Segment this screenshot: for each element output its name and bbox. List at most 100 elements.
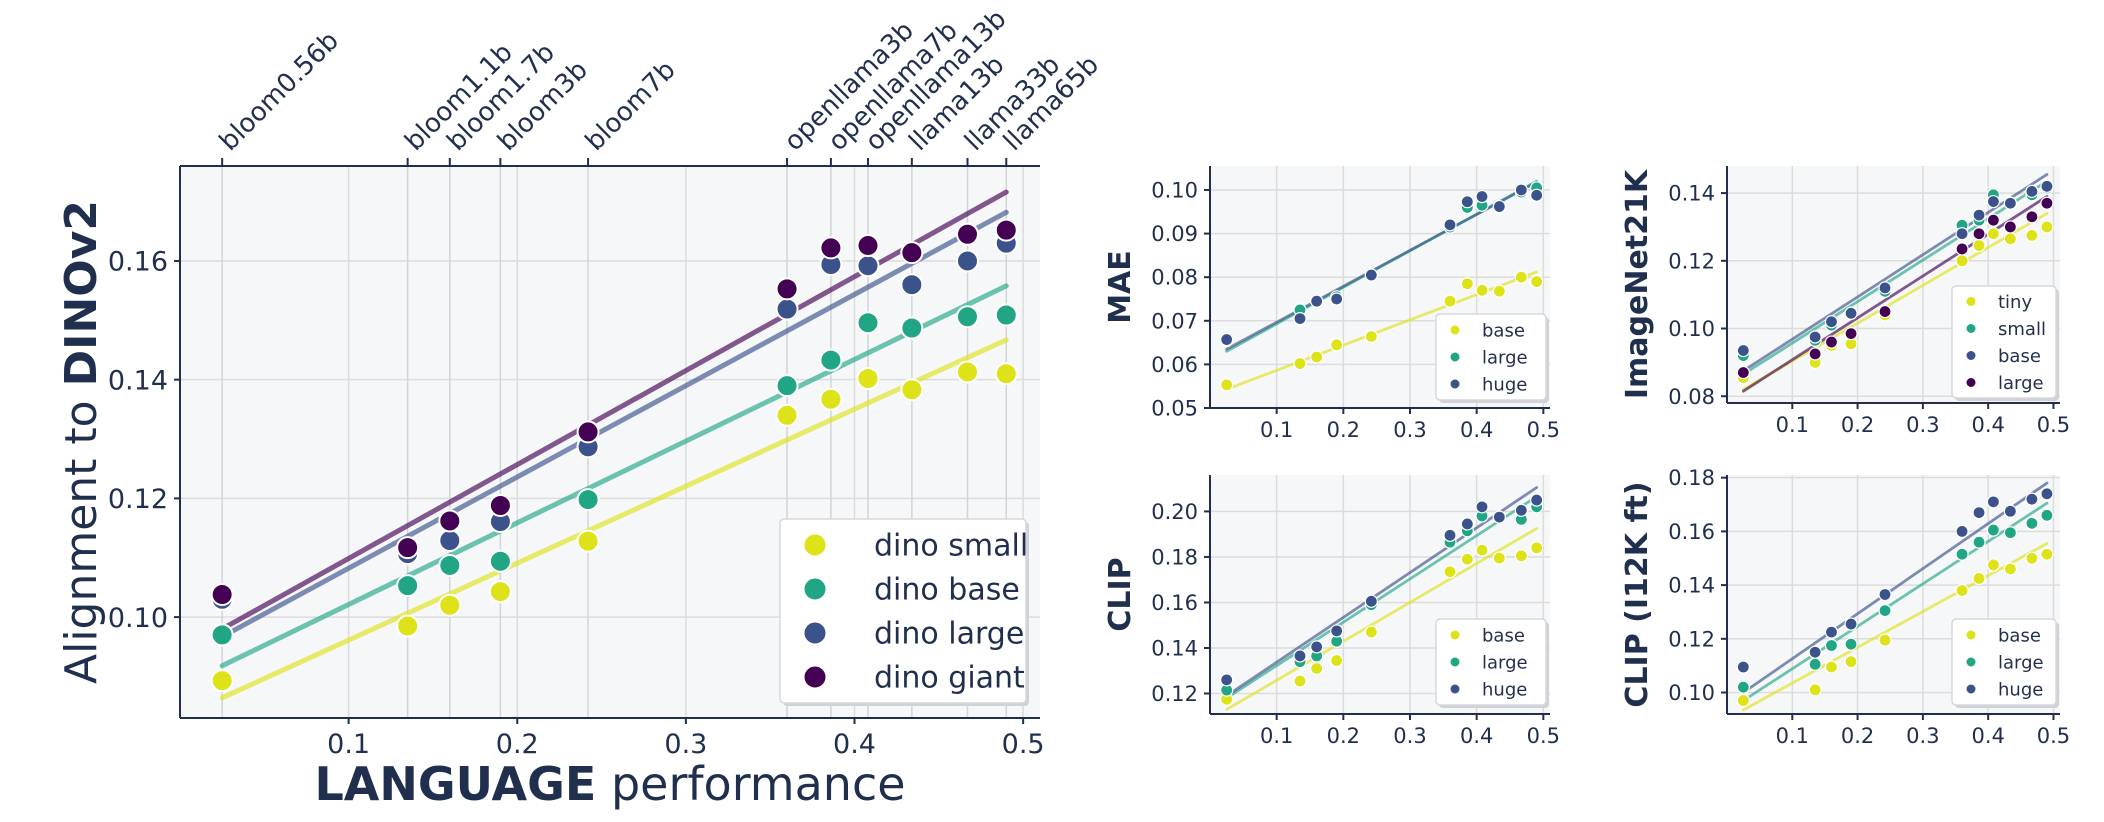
y-tick-label: 0.09 xyxy=(1151,222,1198,246)
legend-marker xyxy=(1449,656,1461,668)
fit-line xyxy=(219,337,1009,701)
y-axis-label-bold: DINOv2 xyxy=(56,200,107,386)
data-point xyxy=(1972,535,1986,549)
chart-in21k: 0.1 0.2 0.3 0.4 0.5 0.08 0.10 0.12 0.14 ImageNet2… xyxy=(1620,166,2070,437)
data-point xyxy=(438,593,462,617)
x-tick-label: 0.4 xyxy=(1971,413,2004,437)
y-tick-label: 0.07 xyxy=(1151,309,1198,333)
data-point xyxy=(396,536,420,560)
y-tick-label: 0.16 xyxy=(108,247,168,278)
fit-line xyxy=(1741,542,2049,712)
data-point xyxy=(488,580,512,604)
fit-line xyxy=(1741,481,2049,694)
data-point xyxy=(1972,227,1986,241)
y-tick-label: 0.20 xyxy=(1151,500,1198,524)
data-point xyxy=(994,303,1018,327)
data-point xyxy=(1844,655,1858,669)
data-point xyxy=(2025,210,2039,224)
fit-line xyxy=(1225,486,1539,698)
data-point xyxy=(1824,315,1839,329)
data-point xyxy=(1330,292,1344,306)
data-point xyxy=(819,387,843,411)
y-axis-label: CLIP xyxy=(1103,557,1138,631)
x-tick-label: 0.3 xyxy=(1393,724,1426,748)
fit-line xyxy=(1741,179,2049,376)
data-point xyxy=(775,297,799,321)
data-point xyxy=(1443,565,1457,579)
data-point xyxy=(1808,683,1822,697)
data-point xyxy=(1460,552,1474,566)
y-axis-label: MAE xyxy=(1103,250,1138,324)
legend-marker xyxy=(1965,377,1977,388)
x-tick-label: 0.2 xyxy=(1327,418,1360,442)
data-point xyxy=(900,273,924,297)
data-point xyxy=(1530,541,1544,555)
legend-box xyxy=(1951,285,2057,399)
data-point xyxy=(900,316,924,340)
data-point xyxy=(1514,503,1528,517)
legend: base large huge xyxy=(1951,618,2059,708)
data-point xyxy=(1986,227,2001,241)
data-point xyxy=(1808,330,1822,344)
data-point xyxy=(2003,196,2017,210)
data-point xyxy=(1364,625,1378,639)
legend-label: base xyxy=(1998,625,2041,646)
data-point xyxy=(1955,227,1969,241)
x-tick-label: 0.5 xyxy=(2037,413,2070,437)
y-tick-label: 0.12 xyxy=(1151,682,1198,706)
legend-label: large xyxy=(1998,373,2044,394)
data-point xyxy=(2040,196,2054,210)
data-point xyxy=(1955,547,1969,561)
data-point xyxy=(1443,218,1457,232)
legend-marker xyxy=(1965,350,1977,361)
y-tick-label: 0.08 xyxy=(1151,266,1198,290)
data-point xyxy=(1824,625,1839,639)
legend-label: large xyxy=(1998,652,2044,673)
legend-box xyxy=(1951,618,2057,706)
data-point xyxy=(2003,220,2017,234)
y-tick-label: 0.08 xyxy=(1668,385,1715,409)
x-tick-label: 0.4 xyxy=(833,729,876,760)
x-tick-label: 0.3 xyxy=(1393,418,1426,442)
legend-marker xyxy=(1965,629,1977,641)
x-axis-label: LANGUAGE performance xyxy=(314,757,905,811)
legend: base large huge xyxy=(1435,618,1549,708)
x-tick-label: 0.1 xyxy=(1776,724,1809,748)
x-tick-label: 0.3 xyxy=(1906,413,1939,437)
x-tick-label: 0.4 xyxy=(1460,418,1493,442)
data-point xyxy=(438,509,462,533)
legend-marker xyxy=(1449,351,1461,363)
top-tick-label: bloom0.56b xyxy=(214,26,345,157)
data-point xyxy=(1330,653,1344,668)
data-point xyxy=(1986,194,2001,209)
data-point xyxy=(2025,228,2039,243)
data-point xyxy=(1492,199,1506,214)
legend-label: large xyxy=(1482,347,1528,368)
y-tick-label: 0.12 xyxy=(108,484,168,515)
y-tick-label: 0.12 xyxy=(1668,627,1715,651)
x-tick-label: 0.4 xyxy=(1971,724,2004,748)
data-point xyxy=(1530,274,1544,289)
data-point xyxy=(1844,617,1858,631)
data-point xyxy=(2003,232,2017,246)
data-point xyxy=(1514,270,1528,284)
x-tick-label: 0.4 xyxy=(1460,724,1493,748)
data-point xyxy=(488,494,512,518)
data-point xyxy=(2040,220,2054,234)
data-point xyxy=(819,236,843,260)
data-point xyxy=(1460,277,1474,291)
data-point xyxy=(1824,638,1839,653)
data-point xyxy=(438,529,462,553)
data-point xyxy=(1878,304,1892,319)
data-point xyxy=(2040,179,2054,193)
x-tick-label: 0.2 xyxy=(1841,724,1874,748)
legend-label: dino giant xyxy=(874,661,1025,696)
data-point xyxy=(1443,528,1457,542)
data-point xyxy=(1986,495,2001,509)
data-point xyxy=(1310,640,1324,654)
data-point xyxy=(1736,660,1750,674)
chart-main: bloom0.56b bloom1.1bbloom1.7bbloom3bbloom… xyxy=(56,4,1105,811)
data-point xyxy=(900,378,924,402)
data-point xyxy=(1514,183,1528,197)
data-point xyxy=(1310,350,1324,364)
